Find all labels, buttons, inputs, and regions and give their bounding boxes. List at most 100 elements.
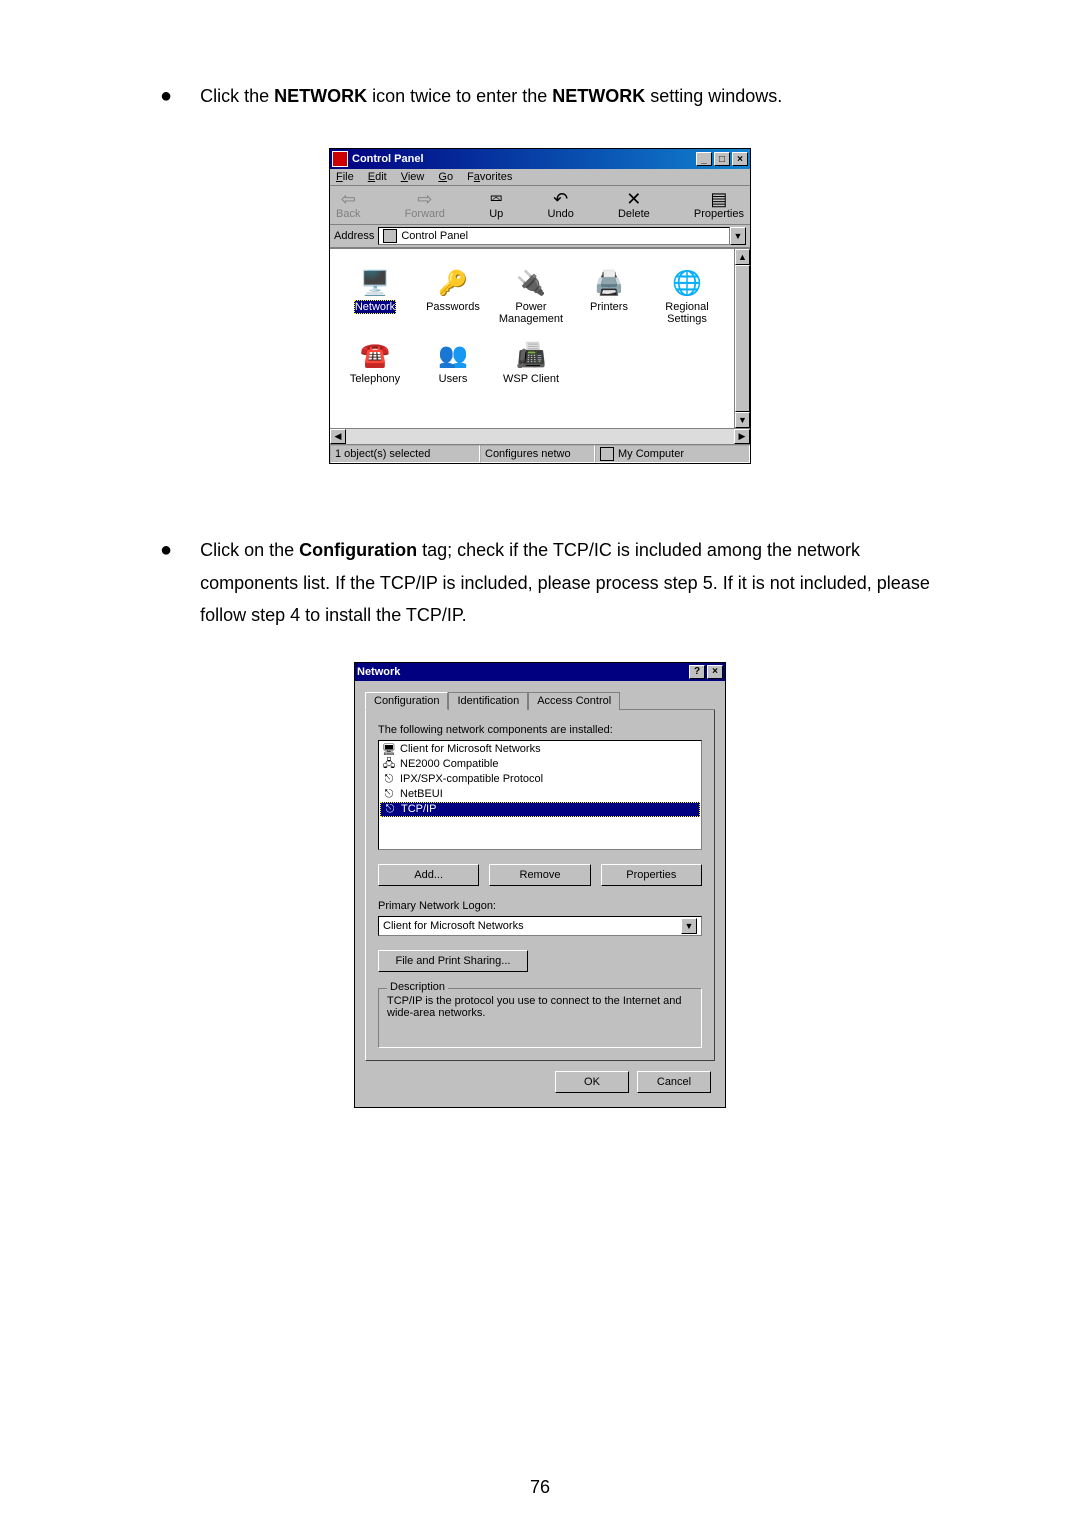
cp-item-regional[interactable]: 🌐 Regional Settings — [648, 267, 726, 325]
menu-view[interactable]: View — [401, 171, 425, 183]
net-title-text: Network — [357, 666, 400, 678]
para1-pre: Click the — [200, 86, 274, 106]
back-button[interactable]: ⇦Back — [336, 190, 360, 220]
para2-text: Click on the Configuration tag; check if… — [200, 534, 960, 631]
para1-mid: icon twice to enter the — [367, 86, 552, 106]
scroll-down-button[interactable]: ▼ — [735, 412, 750, 428]
users-icon: 👥 — [437, 339, 469, 371]
menu-fav[interactable]: Favorites — [467, 171, 512, 183]
menu-bar: File Edit View Go Favorites — [330, 169, 750, 186]
address-value: Control Panel — [401, 230, 468, 242]
address-label: Address — [334, 230, 374, 242]
list-item[interactable]: 🖥Client for Microsoft Networks — [380, 742, 700, 757]
add-button[interactable]: Add... — [378, 864, 479, 886]
hscroll-track[interactable] — [346, 429, 734, 444]
cp-item-passwords[interactable]: 🔑 Passwords — [414, 267, 492, 325]
ok-button[interactable]: OK — [555, 1071, 629, 1093]
logon-label: Primary Network Logon: — [378, 900, 702, 912]
net-body: Configuration Identification Access Cont… — [355, 681, 725, 1107]
tab-configuration[interactable]: Configuration — [365, 692, 448, 710]
cancel-button[interactable]: Cancel — [637, 1071, 711, 1093]
status-selection: 1 object(s) selected — [330, 445, 480, 463]
status-bar: 1 object(s) selected Configures netwo My… — [330, 444, 750, 463]
mycomputer-icon — [600, 447, 614, 461]
list-item[interactable]: ⎋NetBEUI — [380, 787, 700, 802]
bullet-icon: ● — [120, 80, 200, 112]
power-icon: 🔌 — [515, 267, 547, 299]
tab-access-control[interactable]: Access Control — [528, 692, 620, 710]
para2-b1: Configuration — [299, 540, 417, 560]
protocol-icon: ⎋ — [382, 787, 396, 801]
description-text: TCP/IP is the protocol you use to connec… — [387, 995, 693, 1019]
menu-file[interactable]: File — [336, 171, 354, 183]
para1-b2: NETWORK — [552, 86, 645, 106]
cp-small-icon — [383, 229, 397, 243]
protocol-icon: ⎋ — [383, 802, 397, 816]
printers-icon: 🖨️ — [593, 267, 625, 299]
para2-pre: Click on the — [200, 540, 299, 560]
regional-icon: 🌐 — [671, 267, 703, 299]
cp-item-wsp[interactable]: 📠 WSP Client — [492, 339, 570, 385]
vertical-scrollbar[interactable]: ▲ ▼ — [734, 249, 750, 428]
cp-item-network[interactable]: 🖥️ Network — [336, 267, 414, 325]
cp-item-users[interactable]: 👥 Users — [414, 339, 492, 385]
net-titlebar[interactable]: Network ? × — [355, 663, 725, 681]
remove-button[interactable]: Remove — [489, 864, 590, 886]
wsp-icon: 📠 — [515, 339, 547, 371]
tab-identification[interactable]: Identification — [448, 692, 528, 710]
tab-strip: Configuration Identification Access Cont… — [365, 691, 715, 710]
adapter-icon: 🖧 — [382, 757, 396, 771]
page-number: 76 — [0, 1477, 1080, 1498]
protocol-icon: ⎋ — [382, 772, 396, 786]
close-button[interactable]: × — [707, 665, 723, 679]
file-print-sharing-button[interactable]: File and Print Sharing... — [378, 950, 528, 972]
horizontal-scrollbar[interactable]: ◀ ▶ — [330, 428, 750, 444]
cp-item-telephony[interactable]: ☎️ Telephony — [336, 339, 414, 385]
cp-item-printers[interactable]: 🖨️ Printers — [570, 267, 648, 325]
address-dropdown-button[interactable]: ▼ — [730, 227, 746, 245]
scroll-left-button[interactable]: ◀ — [330, 429, 346, 444]
address-bar: Address Control Panel ▼ — [330, 225, 750, 248]
menu-edit[interactable]: Edit — [368, 171, 387, 183]
description-groupbox: Description TCP/IP is the protocol you u… — [378, 988, 702, 1048]
para2: ● Click on the Configuration tag; check … — [120, 534, 960, 631]
scroll-right-button[interactable]: ▶ — [734, 429, 750, 444]
help-button[interactable]: ? — [689, 665, 705, 679]
close-button[interactable]: × — [732, 152, 748, 166]
address-input[interactable]: Control Panel — [378, 227, 730, 245]
components-listbox[interactable]: 🖥Client for Microsoft Networks 🖧NE2000 C… — [378, 740, 702, 850]
maximize-button[interactable]: □ — [714, 152, 730, 166]
undo-button[interactable]: ↶Undo — [548, 190, 574, 220]
bullet-icon: ● — [120, 534, 200, 566]
cp-item-power[interactable]: 🔌 Power Management — [492, 267, 570, 325]
description-legend: Description — [387, 981, 448, 993]
control-panel-window: Control Panel _ □ × File Edit View Go Fa… — [329, 148, 751, 464]
list-item-selected[interactable]: ⎋TCP/IP — [380, 802, 700, 817]
network-icon: 🖥️ — [359, 267, 391, 299]
properties-button[interactable]: ▤Properties — [694, 190, 744, 220]
forward-button[interactable]: ⇨Forward — [405, 190, 445, 220]
network-dialog: Network ? × Configuration Identification… — [354, 662, 726, 1108]
telephony-icon: ☎️ — [359, 339, 391, 371]
status-description: Configures netwo — [480, 445, 595, 463]
window-title: Control Panel — [352, 153, 424, 165]
list-item[interactable]: ⎋IPX/SPX-compatible Protocol — [380, 772, 700, 787]
components-label: The following network components are ins… — [378, 724, 702, 736]
properties-button[interactable]: Properties — [601, 864, 702, 886]
logon-dropdown-button[interactable]: ▼ — [681, 918, 697, 934]
control-panel-icon — [332, 151, 348, 167]
para1-suf: setting windows. — [645, 86, 782, 106]
delete-button[interactable]: ✕Delete — [618, 190, 650, 220]
para1-text: Click the NETWORK icon twice to enter th… — [200, 80, 960, 112]
up-button[interactable]: ⮹Up — [489, 190, 503, 220]
window-titlebar[interactable]: Control Panel _ □ × — [330, 149, 750, 169]
minimize-button[interactable]: _ — [696, 152, 712, 166]
para1: ● Click the NETWORK icon twice to enter … — [120, 80, 960, 112]
status-location: My Computer — [595, 445, 750, 463]
scroll-thumb[interactable] — [735, 265, 750, 412]
toolbar: ⇦Back ⇨Forward ⮹Up ↶Undo ✕Delete ▤Proper… — [330, 186, 750, 225]
logon-select[interactable]: Client for Microsoft Networks ▼ — [378, 916, 702, 936]
scroll-up-button[interactable]: ▲ — [735, 249, 750, 265]
list-item[interactable]: 🖧NE2000 Compatible — [380, 757, 700, 772]
menu-go[interactable]: Go — [438, 171, 453, 183]
